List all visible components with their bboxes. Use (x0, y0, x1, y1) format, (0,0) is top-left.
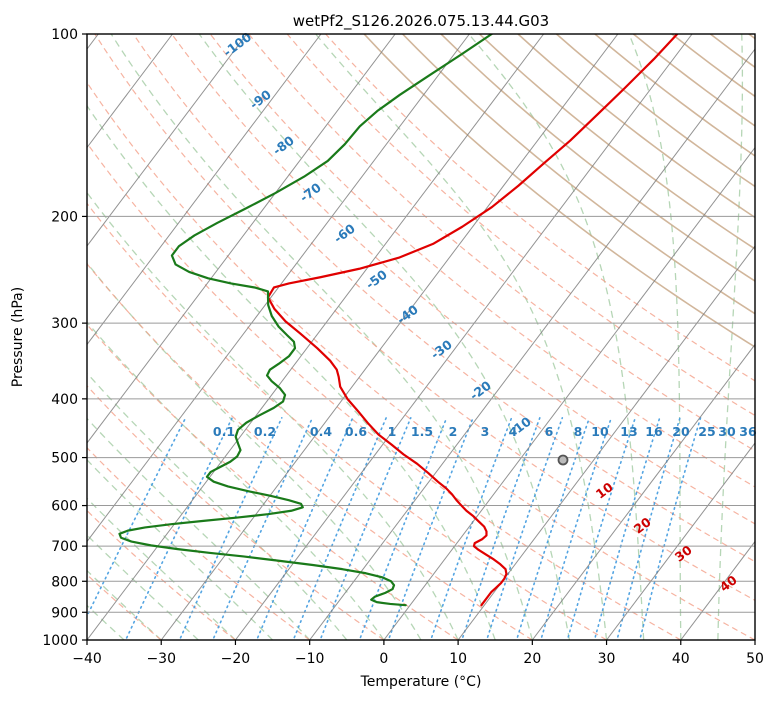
x-tick-label: −30 (146, 651, 176, 667)
x-axis-label: Temperature (°C) (360, 674, 482, 690)
y-axis-label: Pressure (hPa) (10, 287, 26, 387)
gridline-label: 0.2 (254, 424, 276, 439)
x-tick-label: 30 (598, 651, 616, 667)
gridline-label: 0.1 (213, 424, 235, 439)
y-tick-label: 1000 (42, 633, 78, 649)
x-tick-label: −10 (295, 651, 325, 667)
profile-temperature (266, 34, 679, 607)
gridline-label: 1 (388, 424, 397, 439)
moist-adiabat-lines (87, 34, 755, 640)
chart-title: wetPf2_S126.2026.075.13.44.G03 (293, 12, 549, 31)
gridline-label: 0.6 (345, 424, 367, 439)
gridline-label: 8 (574, 424, 583, 439)
profile-dewpoint (118, 34, 493, 607)
x-tick-label: −40 (72, 651, 102, 667)
y-tick-label: 100 (51, 27, 78, 43)
isotherm-lines (87, 34, 755, 640)
x-axis-ticks: −40 −30 −20 −10 0 10 20 30 40 50 (72, 640, 764, 667)
gridline-label: 30 (718, 424, 736, 439)
plot-area-background (87, 34, 755, 640)
dry-adiabat-lines (87, 34, 755, 640)
gridline-label: 1.5 (411, 424, 433, 439)
x-tick-label: 50 (746, 651, 764, 667)
y-tick-label: 800 (51, 574, 78, 590)
isobar-gridlines (87, 34, 755, 640)
x-tick-label: 20 (523, 651, 541, 667)
plot-frame (86, 33, 756, 641)
gridline-label: 10 (591, 424, 609, 439)
x-tick-label: −20 (221, 651, 251, 667)
y-tick-label: 300 (51, 316, 78, 332)
y-tick-label: 400 (51, 392, 78, 408)
profile-markers (557, 454, 569, 466)
gridline-label: 13 (620, 424, 637, 439)
x-tick-label: 40 (672, 651, 690, 667)
mixing-ratio-lines (87, 417, 702, 640)
y-axis-ticks: 1000 900 800 700 600 500 400 300 200 100 (42, 27, 87, 649)
gridline-label: 25 (698, 424, 715, 439)
y-tick-label: 200 (51, 209, 78, 225)
y-tick-label: 900 (51, 605, 78, 621)
gridline-label: 4 (509, 424, 518, 439)
y-tick-label: 500 (51, 451, 78, 467)
gridline-label: 3 (481, 424, 490, 439)
gridline-label: 6 (545, 424, 554, 439)
sounding-profiles (118, 34, 679, 607)
lcl-marker (557, 454, 569, 466)
gridline-label: 20 (672, 424, 690, 439)
y-tick-label: 600 (51, 499, 78, 515)
gridline-label: 16 (645, 424, 663, 439)
x-tick-label: 0 (379, 651, 388, 667)
gridline-label: 36 (739, 424, 757, 439)
y-tick-label: 700 (51, 539, 78, 555)
gridline-label: 2 (449, 424, 458, 439)
gridline-label: 0.4 (310, 424, 332, 439)
x-tick-label: 10 (449, 651, 467, 667)
